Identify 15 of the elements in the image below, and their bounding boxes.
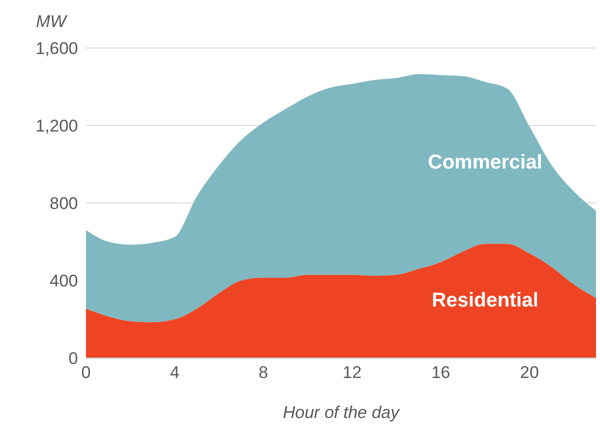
y-tick-label: 400 [50,272,78,291]
x-tick-label: 8 [258,363,268,382]
x-tick-label: 16 [431,363,450,382]
x-tick-label: 12 [342,363,362,382]
x-axis-title: Hour of the day [282,403,401,422]
x-tick-label: 0 [81,363,91,382]
y-tick-label: 800 [50,194,78,214]
series-label: Commercial [428,151,542,174]
x-tick-label: 4 [170,363,180,382]
x-tick-label: 20 [520,363,539,382]
y-tick-label: 1,600 [35,39,78,58]
series-label: Residential [432,289,538,312]
y-tick-label: 0 [68,349,78,368]
y-tick-label: 1,200 [35,116,78,136]
y-axis-title: MW [36,12,66,32]
